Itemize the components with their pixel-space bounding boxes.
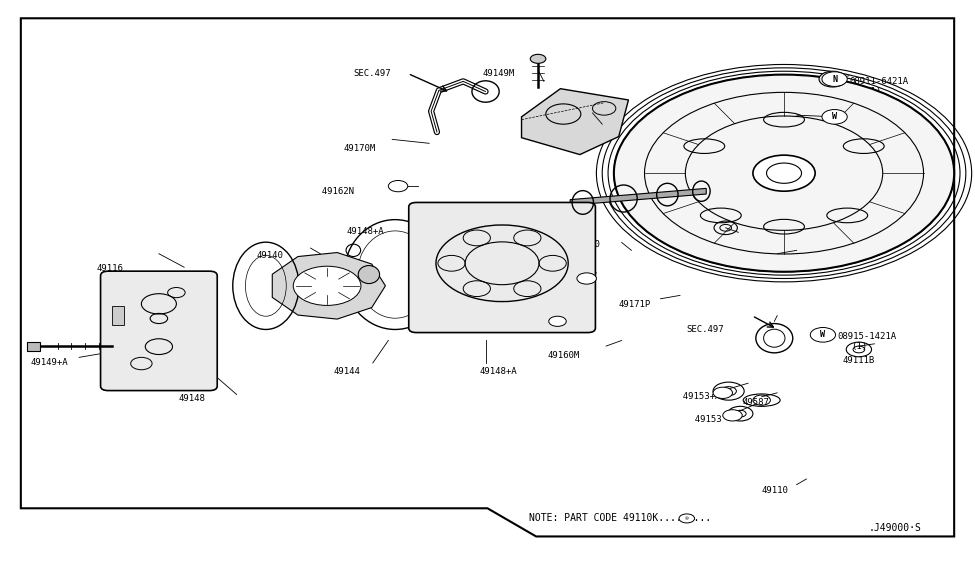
- Text: SEC.497: SEC.497: [686, 325, 724, 334]
- Polygon shape: [570, 188, 706, 205]
- Text: 49171P: 49171P: [619, 300, 651, 309]
- Polygon shape: [522, 89, 629, 155]
- Circle shape: [722, 410, 742, 421]
- Circle shape: [713, 387, 732, 398]
- Text: W: W: [832, 112, 838, 121]
- Text: 49173N: 49173N: [544, 280, 587, 289]
- Text: 49148+A: 49148+A: [480, 367, 518, 376]
- Text: 49149+A: 49149+A: [30, 358, 68, 367]
- Circle shape: [822, 110, 847, 124]
- Text: 49149M: 49149M: [483, 69, 515, 78]
- Text: 49162N: 49162N: [311, 187, 354, 196]
- Text: 49153: 49153: [683, 415, 722, 424]
- Text: 49144: 49144: [333, 367, 361, 376]
- Circle shape: [614, 75, 955, 272]
- FancyBboxPatch shape: [100, 271, 217, 391]
- Text: (1): (1): [865, 123, 880, 132]
- Ellipse shape: [358, 265, 379, 284]
- Circle shape: [822, 72, 847, 87]
- Text: SEC.497: SEC.497: [353, 69, 391, 78]
- Text: (1): (1): [851, 342, 867, 351]
- Text: 49121: 49121: [531, 109, 558, 117]
- Text: 49153+A: 49153+A: [672, 392, 721, 401]
- Text: 49116: 49116: [97, 264, 124, 273]
- Circle shape: [810, 328, 836, 342]
- Circle shape: [753, 155, 815, 191]
- Text: NOTE: PART CODE 49110K.........: NOTE: PART CODE 49110K.........: [529, 513, 712, 524]
- Text: 49111B: 49111B: [842, 356, 875, 365]
- Text: .J49000·S: .J49000·S: [869, 523, 921, 533]
- Text: 08915-1421A: 08915-1421A: [838, 332, 897, 341]
- Text: ®: ®: [684, 516, 688, 521]
- Circle shape: [293, 266, 361, 306]
- Text: 08911-6421A: 08911-6421A: [849, 77, 909, 86]
- Text: 49170M: 49170M: [343, 144, 375, 153]
- Circle shape: [577, 273, 597, 284]
- Circle shape: [679, 514, 694, 523]
- Text: 49162M: 49162M: [507, 323, 550, 332]
- Text: 49140: 49140: [256, 251, 283, 260]
- Circle shape: [388, 181, 408, 192]
- Text: 49110: 49110: [761, 486, 789, 495]
- Polygon shape: [272, 252, 385, 319]
- Text: N: N: [832, 75, 838, 84]
- Text: 49111: 49111: [732, 257, 760, 266]
- Circle shape: [549, 316, 566, 327]
- Circle shape: [530, 54, 546, 63]
- Text: W: W: [820, 331, 826, 339]
- Text: (1): (1): [865, 87, 880, 96]
- Text: 49160M: 49160M: [548, 350, 580, 359]
- Text: 49162M: 49162M: [509, 323, 541, 332]
- Bar: [112, 306, 124, 325]
- Text: 49587: 49587: [742, 398, 769, 407]
- Bar: [26, 341, 40, 350]
- Text: 49148: 49148: [178, 394, 205, 403]
- Circle shape: [819, 71, 846, 87]
- Text: 49130: 49130: [573, 240, 600, 249]
- Text: 49148+A: 49148+A: [346, 227, 384, 235]
- Text: 08915-1421A: 08915-1421A: [849, 113, 909, 122]
- FancyBboxPatch shape: [409, 203, 596, 333]
